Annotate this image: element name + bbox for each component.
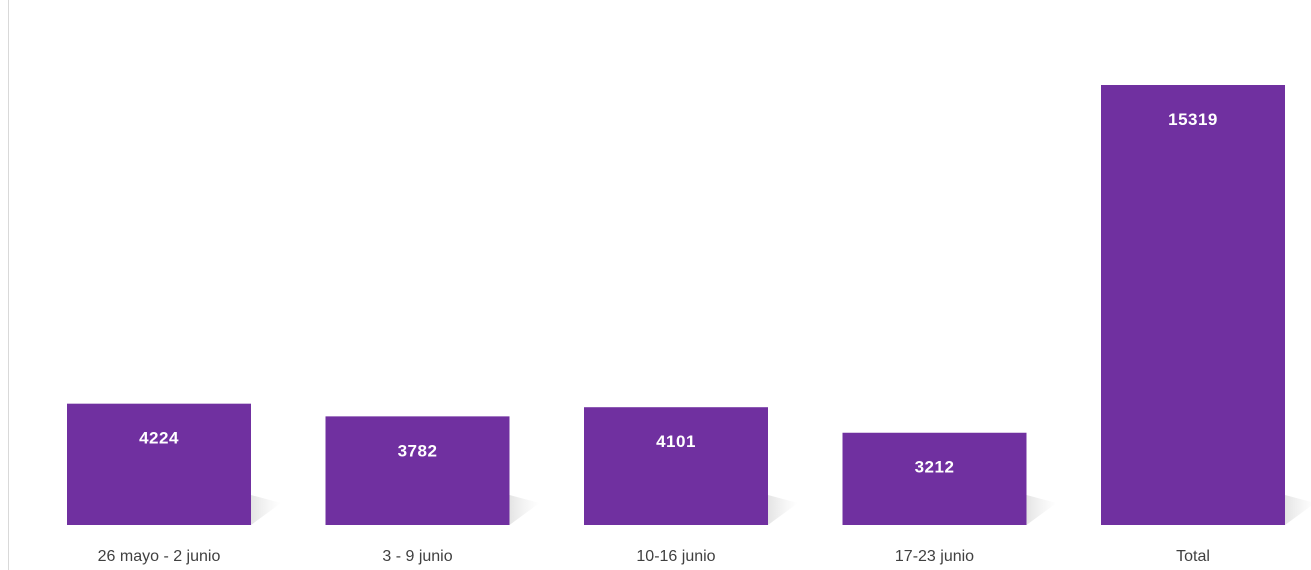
data-label: 3782: [398, 441, 438, 460]
bar: [67, 403, 251, 525]
bar: [842, 432, 1027, 525]
x-tick-label: Total: [1176, 548, 1210, 565]
x-tick-label: 3 - 9 junio: [382, 548, 452, 565]
data-label: 15319: [1168, 110, 1218, 129]
data-label: 4101: [656, 432, 696, 451]
bar: [325, 416, 510, 525]
bar: [584, 407, 768, 525]
data-label: 3212: [915, 458, 955, 477]
x-tick-label: 10-16 junio: [636, 548, 715, 565]
x-tick-label: 26 mayo - 2 junio: [98, 548, 221, 565]
data-label: 4224: [139, 429, 179, 448]
bar: [1101, 85, 1285, 525]
x-tick-label: 17-23 junio: [895, 548, 974, 565]
